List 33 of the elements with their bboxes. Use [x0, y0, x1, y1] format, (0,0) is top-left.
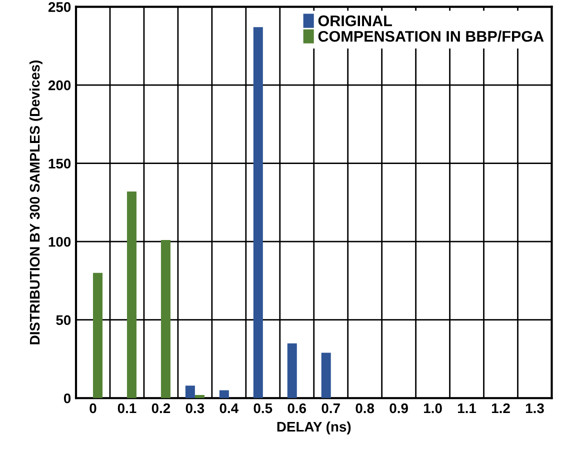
x-tick-label: 1.0	[424, 403, 442, 414]
x-tick-label: 0.9	[390, 403, 408, 414]
bar	[287, 343, 297, 398]
x-tick-label: 0.7	[322, 403, 340, 414]
legend-label: ORIGINAL	[318, 15, 392, 26]
bar	[126, 192, 136, 398]
x-tick-label: 1.2	[492, 403, 510, 414]
bar	[321, 352, 331, 398]
x-tick-label: 0.8	[356, 403, 374, 414]
x-tick-label: 1.1	[458, 403, 476, 414]
bar	[185, 386, 195, 398]
y-tick-label: 100	[48, 236, 71, 247]
bar	[160, 240, 170, 398]
y-axis-title: DISTRIBUTION BY 300 SAMPLES (Devices)	[29, 60, 42, 344]
bar	[92, 272, 103, 398]
x-tick-label: 0.1	[118, 403, 136, 414]
y-tick-label: 200	[48, 80, 71, 90]
x-tick-label: 1.3	[526, 403, 544, 414]
x-tick-label: 0	[90, 403, 96, 414]
y-tick-label: 0	[64, 393, 71, 404]
x-tick-label: 0.3	[186, 403, 204, 414]
y-tick-label: 50	[56, 315, 71, 326]
x-tick-label: 0.4	[220, 403, 238, 414]
legend-label: COMPENSATION IN BBP/FPGA	[318, 30, 544, 42]
x-tick-label: 0.2	[152, 403, 170, 414]
y-tick-label: 150	[48, 158, 71, 169]
x-tick-label: 0.5	[254, 403, 272, 414]
bar	[253, 27, 263, 398]
bar	[194, 394, 204, 398]
x-axis-title: DELAY (ns)	[277, 421, 351, 434]
x-tick-label: 0.6	[288, 403, 306, 414]
bar	[219, 390, 229, 398]
y-tick-label: 250	[48, 2, 71, 12]
